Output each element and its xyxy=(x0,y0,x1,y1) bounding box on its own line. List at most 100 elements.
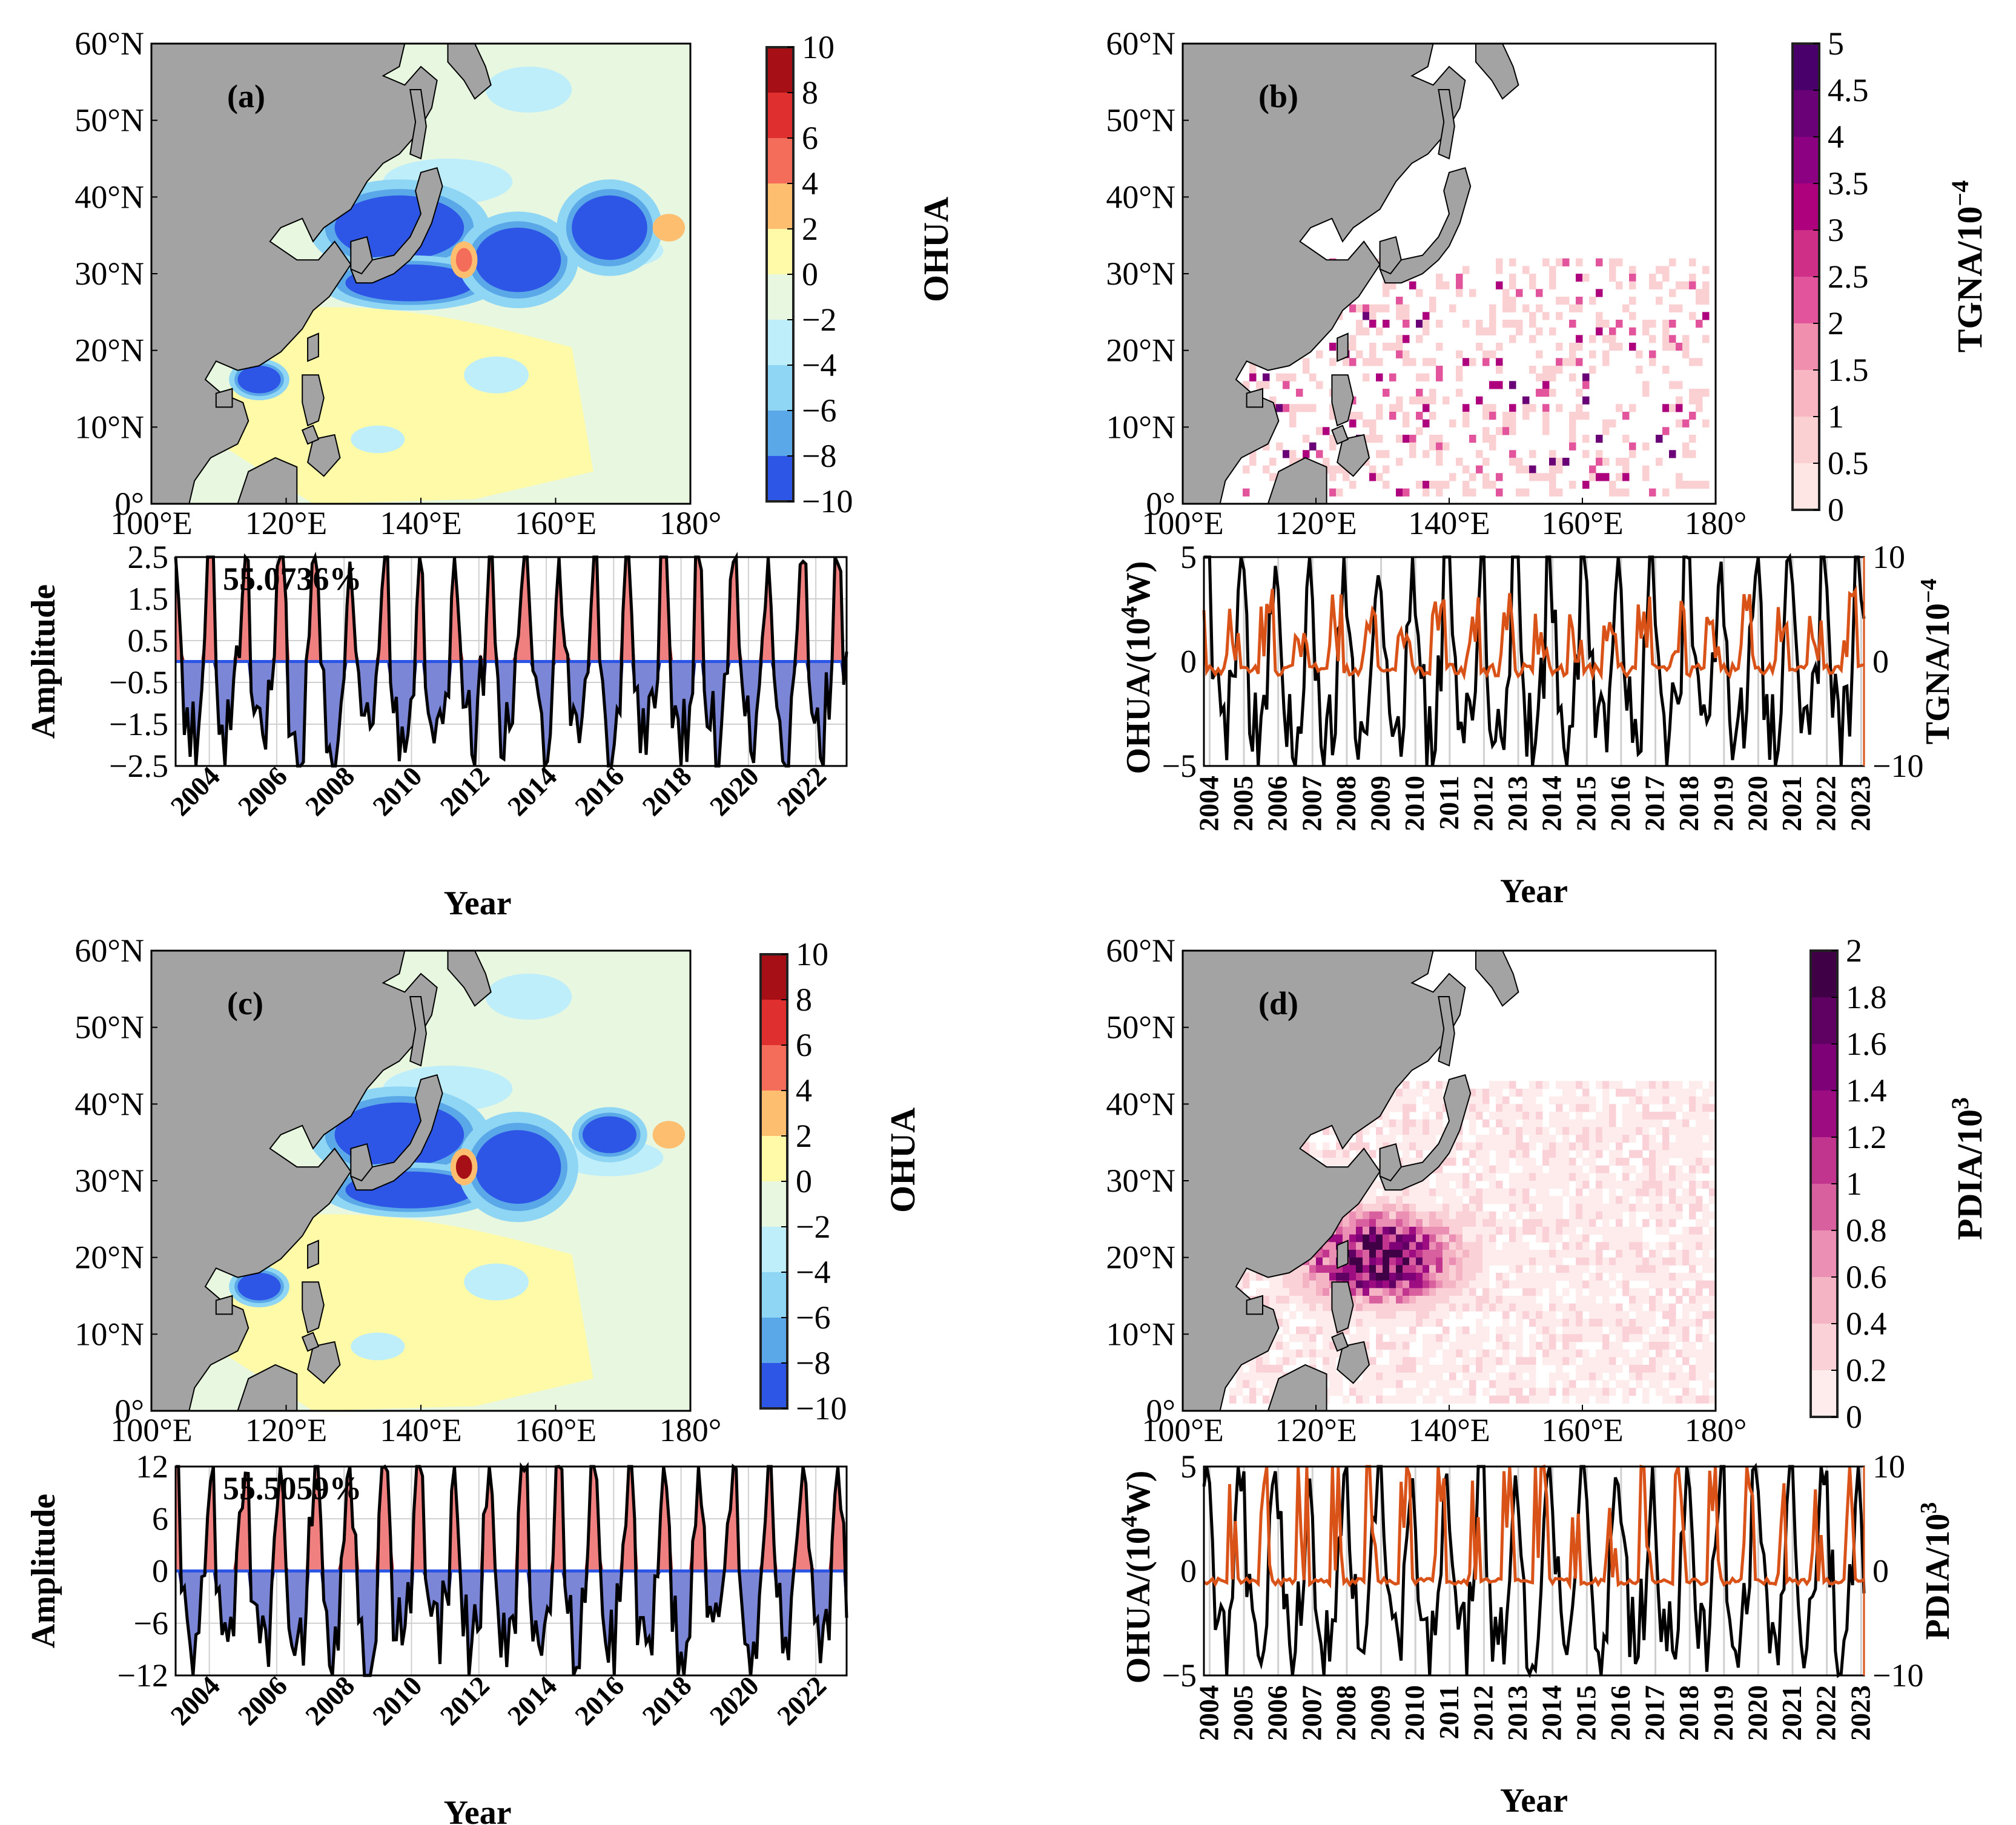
panel-d-grid-cell xyxy=(1376,1273,1383,1281)
panel-d-grid-cell xyxy=(1569,1227,1576,1235)
panel-d-grid-cell xyxy=(1529,1265,1536,1273)
panel-d-grid-cell xyxy=(1682,1357,1690,1365)
panel-d-grid-cell xyxy=(1662,1395,1670,1404)
panel-b-grid-cell xyxy=(1649,274,1656,282)
panel-b-grid-cell xyxy=(1456,289,1463,297)
panel-d-grid-cell xyxy=(1349,1296,1357,1304)
panel-d-grid-cell xyxy=(1269,1342,1277,1350)
panel-b-grid-cell xyxy=(1309,442,1317,450)
panel-a-colorbar-tick-label: −2 xyxy=(802,302,836,338)
panel-d-grid-cell xyxy=(1662,1188,1670,1196)
panel-b-grid-cell xyxy=(1582,435,1590,443)
panel-b-grid-cell xyxy=(1403,350,1410,358)
panel-d-grid-cell xyxy=(1596,1334,1603,1342)
panel-d-grid-cell xyxy=(1696,1219,1703,1227)
panel-d-grid-cell xyxy=(1429,1089,1436,1097)
panel-b-grid-cell xyxy=(1549,281,1556,289)
panel-d-grid-cell xyxy=(1582,1219,1590,1227)
panel-b-land-shape xyxy=(1267,457,1327,504)
panel-d-grid-cell xyxy=(1629,1150,1636,1158)
panel-d-grid-cell xyxy=(1669,1257,1676,1266)
panel-d-grid-cell xyxy=(1356,1380,1363,1388)
panel-b-grid-cell xyxy=(1489,442,1496,450)
panel-b-grid-cell xyxy=(1522,412,1530,420)
panel-d-grid-cell xyxy=(1549,1234,1556,1243)
panel-c-xlabel: Year xyxy=(444,1794,512,1825)
panel-d-grid-cell xyxy=(1423,1296,1430,1304)
panel-d-grid-cell xyxy=(1389,1288,1396,1296)
panel-d-grid-cell xyxy=(1289,1288,1297,1296)
panel-b-grid-cell xyxy=(1682,419,1690,427)
panel-d-grid-cell xyxy=(1616,1227,1623,1235)
panel-d-grid-cell xyxy=(1409,1357,1416,1365)
panel-d-grid-cell xyxy=(1396,1257,1403,1266)
panel-c-lat-tick-label: 50°N xyxy=(74,1009,144,1046)
panel-d-grid-cell xyxy=(1416,1311,1423,1319)
panel-d-grid-cell xyxy=(1602,1296,1610,1304)
panel-d-grid-cell xyxy=(1602,1357,1610,1365)
panel-d-grid-cell xyxy=(1582,1372,1590,1381)
panel-d-grid-cell xyxy=(1396,1303,1403,1312)
panel-d-ytick-left-label: 5 xyxy=(1180,1448,1197,1485)
panel-d-grid-cell xyxy=(1709,1227,1716,1235)
panel-b-grid-cell xyxy=(1383,289,1390,297)
panel-a-colorbar-tick-label: 10 xyxy=(802,29,834,65)
panel-d-grid-cell xyxy=(1403,1104,1410,1112)
panel-d-grid-cell xyxy=(1589,1158,1596,1166)
panel-d-grid-cell xyxy=(1582,1211,1590,1219)
panel-d-grid-cell xyxy=(1536,1273,1543,1281)
panel-d-grid-cell xyxy=(1462,1181,1470,1189)
panel-d-grid-cell xyxy=(1416,1081,1423,1089)
panel-d-grid-cell xyxy=(1343,1219,1350,1227)
panel-d-grid-cell xyxy=(1389,1273,1396,1281)
panel-b-grid-cell xyxy=(1676,396,1683,404)
panel-b-grid-cell xyxy=(1609,488,1616,497)
panel-c-colorbar-segment xyxy=(761,1136,787,1182)
panel-d-grid-cell xyxy=(1416,1181,1423,1189)
panel-b-grid-cell xyxy=(1629,266,1636,274)
panel-d-grid-cell xyxy=(1236,1365,1243,1373)
panel-d-grid-cell xyxy=(1323,1349,1330,1358)
panel-b-grid-cell xyxy=(1456,281,1463,289)
panel-d-grid-cell xyxy=(1669,1181,1676,1189)
panel-d-grid-cell xyxy=(1276,1334,1283,1342)
panel-d-lon-tick-label: 180° xyxy=(1685,1412,1747,1448)
panel-d-grid-cell xyxy=(1569,1326,1576,1335)
panel-d-grid-cell xyxy=(1356,1303,1363,1312)
panel-d-grid-cell xyxy=(1602,1211,1610,1219)
panel-d-grid-cell xyxy=(1669,1288,1676,1296)
panel-d-grid-cell xyxy=(1476,1227,1483,1235)
panel-d-grid-cell xyxy=(1582,1365,1590,1373)
panel-a-colorbar-tick-label: −8 xyxy=(802,438,836,474)
panel-c-map: 60°N50°N40°N30°N20°N10°N0°100°E 120°E 140°… xyxy=(74,932,721,1448)
panel-d-grid-cell xyxy=(1702,1158,1710,1166)
panel-d-grid-cell xyxy=(1682,1150,1690,1158)
panel-d-grid-cell xyxy=(1462,1250,1470,1258)
panel-d-grid-cell xyxy=(1589,1280,1596,1289)
panel-b-grid-cell xyxy=(1423,358,1430,366)
panel-d-grid-cell xyxy=(1669,1173,1676,1181)
panel-d-grid-cell xyxy=(1596,1250,1603,1258)
panel-d-grid-cell xyxy=(1429,1349,1436,1358)
panel-b-grid-cell xyxy=(1662,266,1670,274)
panel-d-grid-cell xyxy=(1496,1135,1503,1143)
panel-d-grid-cell xyxy=(1323,1280,1330,1289)
panel-d-grid-cell xyxy=(1602,1311,1610,1319)
panel-d-grid-cell xyxy=(1696,1127,1703,1135)
panel-d-grid-cell xyxy=(1476,1142,1483,1150)
panel-d-grid-cell xyxy=(1436,1288,1443,1296)
panel-d-grid-cell xyxy=(1669,1380,1676,1388)
panel-d-grid-cell xyxy=(1489,1219,1496,1227)
panel-d-grid-cell xyxy=(1369,1211,1376,1219)
panel-c-ytick-label: −12 xyxy=(117,1657,168,1694)
panel-d-grid-cell xyxy=(1702,1112,1710,1120)
panel-b-grid-cell xyxy=(1576,335,1583,343)
panel-d-grid-cell xyxy=(1629,1357,1636,1365)
panel-d-grid-cell xyxy=(1642,1326,1650,1335)
panel-d-grid-cell xyxy=(1602,1280,1610,1289)
panel-d-grid-cell xyxy=(1509,1234,1516,1243)
panel-d-grid-cell xyxy=(1556,1365,1563,1373)
panel-d-grid-cell xyxy=(1696,1104,1703,1112)
panel-d-grid-cell xyxy=(1383,1104,1390,1112)
panel-d-grid-cell xyxy=(1682,1326,1690,1335)
